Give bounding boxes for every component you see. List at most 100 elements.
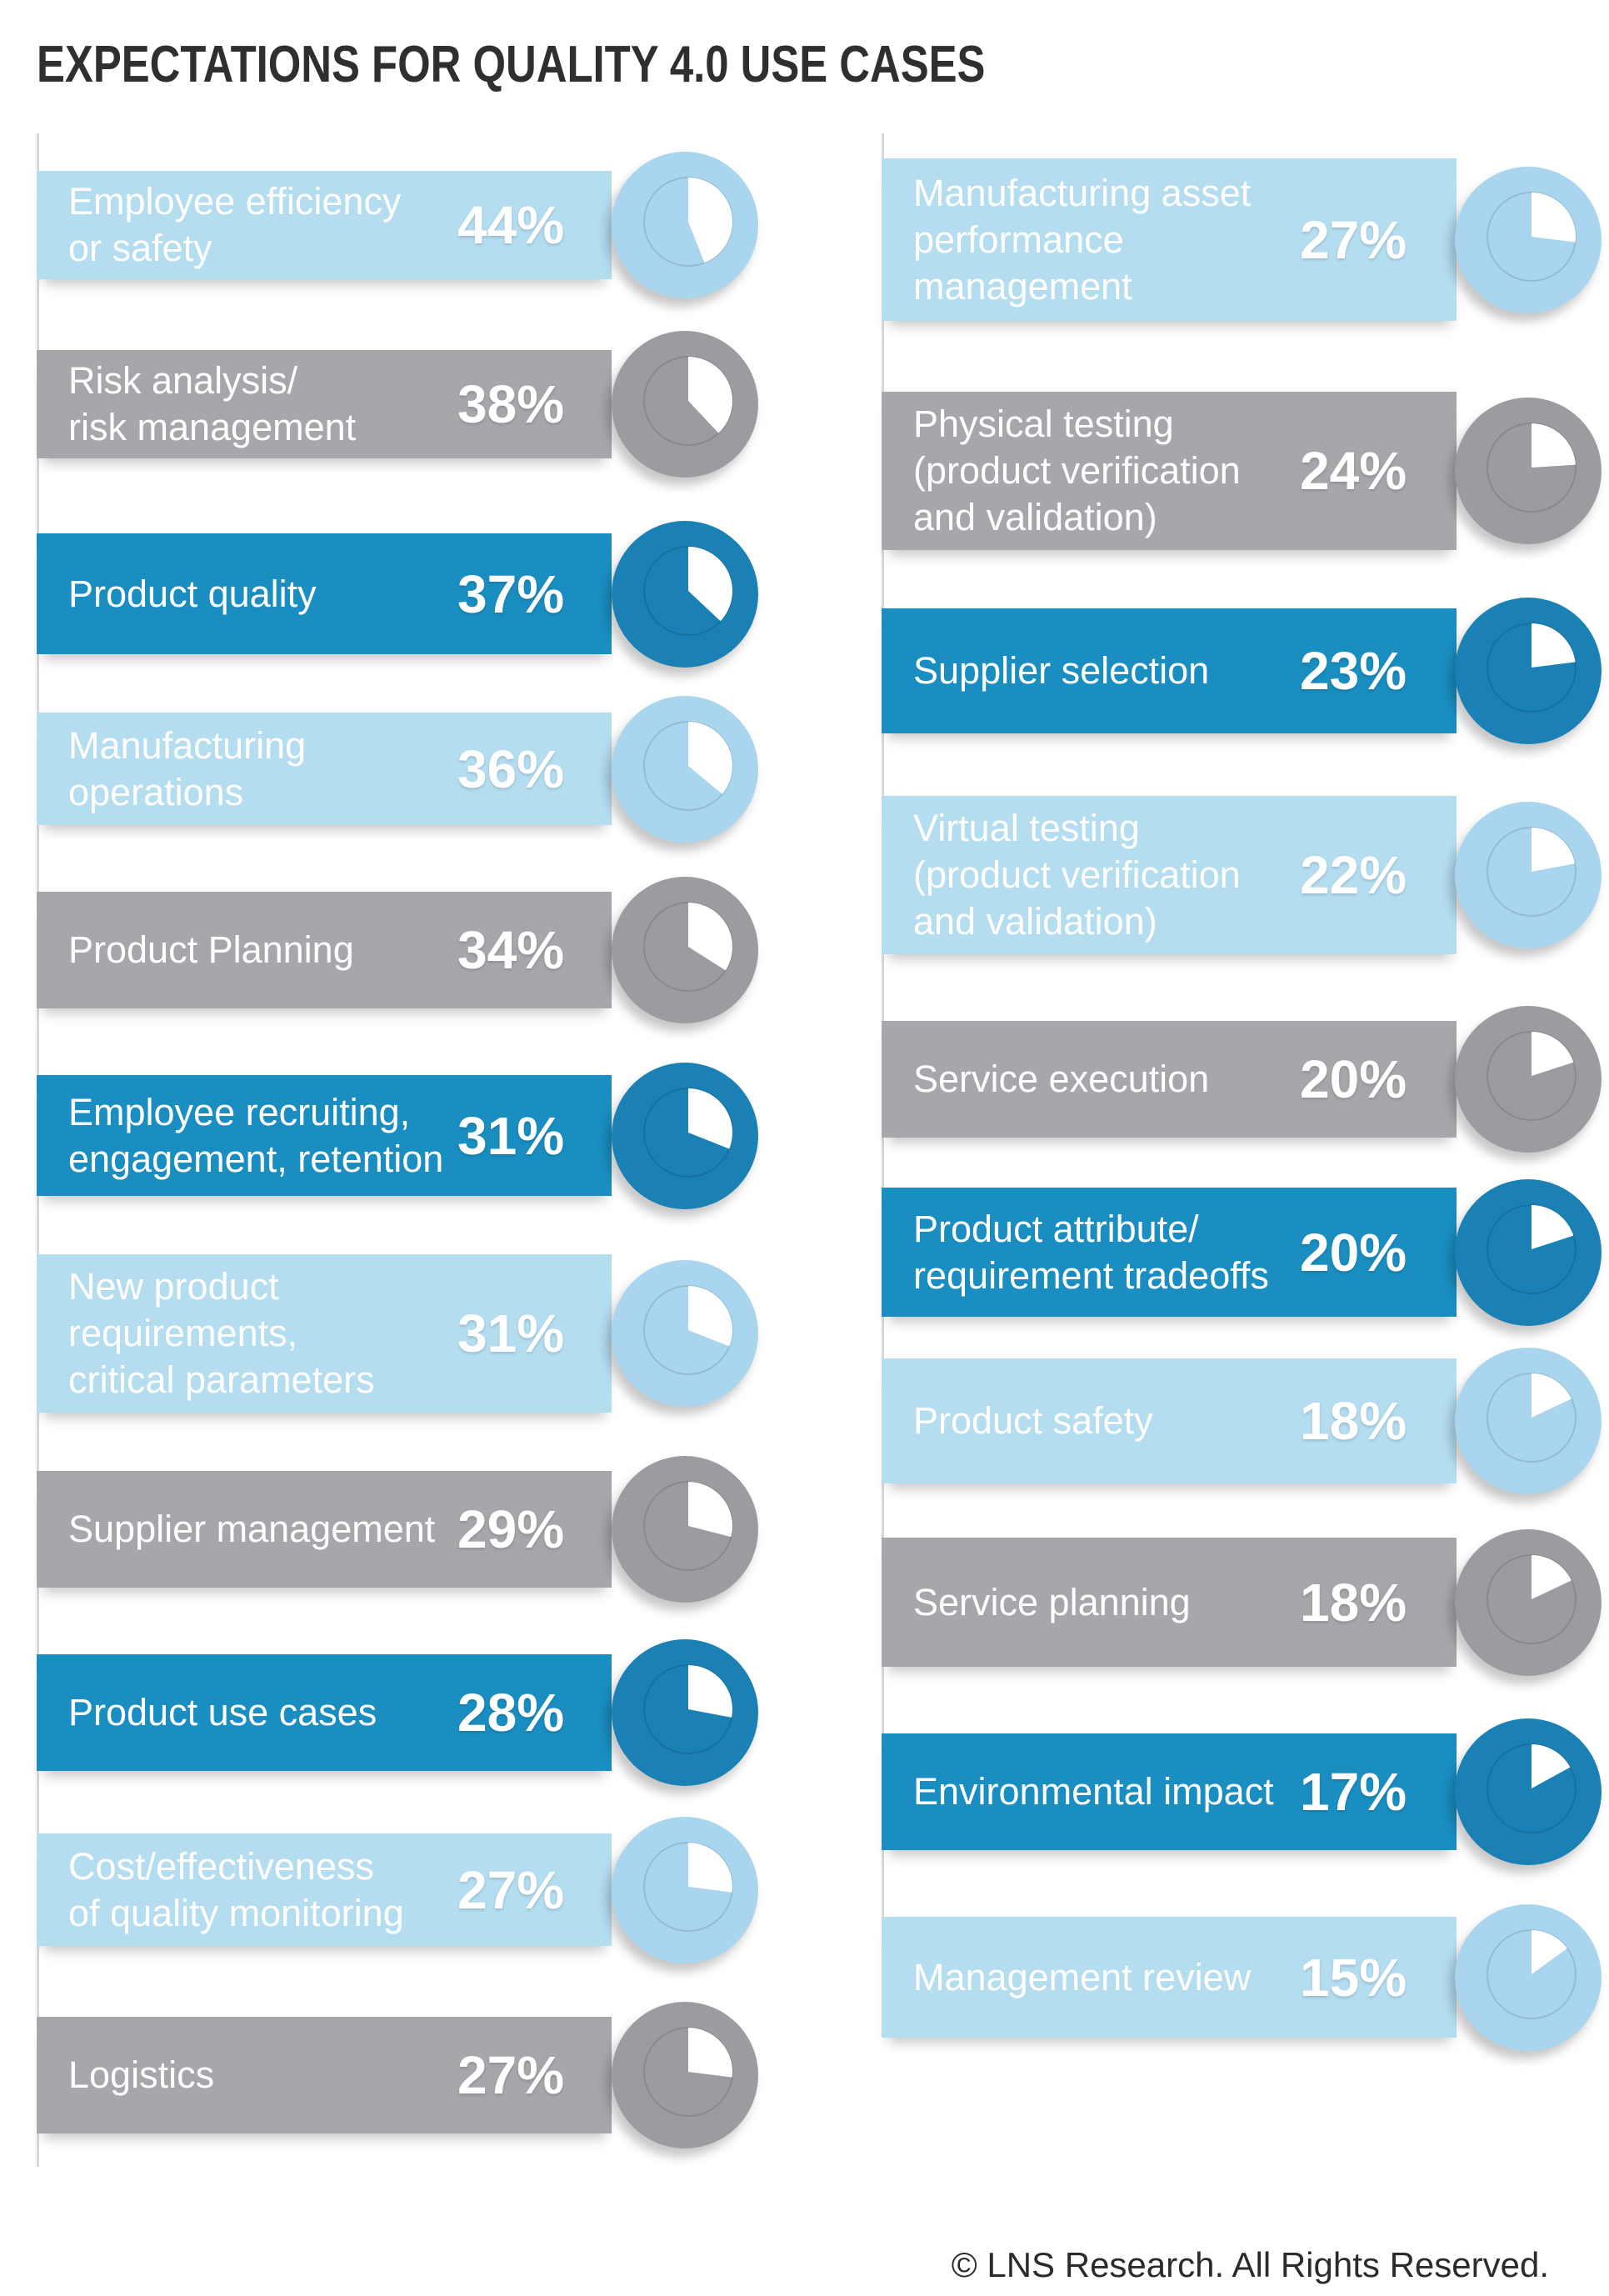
use-case-percent: 27% <box>1300 209 1407 270</box>
pie-slice-svg <box>1487 1373 1577 1463</box>
use-case-percent: 29% <box>457 1499 565 1559</box>
use-case-label: Virtual testing (product verification an… <box>913 807 1241 943</box>
use-case-band <box>882 392 1457 550</box>
use-case-item: Product safety 18% <box>882 1348 1605 1494</box>
use-case-band <box>882 796 1457 954</box>
pie-slice-svg <box>643 545 733 636</box>
pie-icon <box>612 1062 758 1209</box>
use-case-item: Employee recruiting, engagement, retenti… <box>37 1062 762 1209</box>
use-case-item: Management review 15% <box>882 1903 1605 2051</box>
chart-title: EXPECTATIONS FOR QUALITY 4.0 USE CASES <box>37 36 986 93</box>
use-case-percent: 20% <box>1300 1049 1407 1109</box>
pie-icon <box>612 152 758 298</box>
use-case-percent: 28% <box>457 1683 565 1743</box>
use-case-band <box>882 608 1457 733</box>
use-case-label: Service execution <box>913 1058 1210 1100</box>
pie-slice-svg <box>1487 191 1577 282</box>
use-case-band <box>37 171 612 279</box>
use-case-band <box>37 1833 612 1946</box>
use-case-label: Product safety <box>913 1399 1153 1442</box>
pie-slice <box>1532 1032 1574 1076</box>
use-case-percent: 31% <box>457 1105 565 1166</box>
use-case-item: New product requirements, critical param… <box>37 1254 762 1413</box>
use-case-item: Environmental impact 17% <box>882 1718 1605 1865</box>
pie-slice-svg <box>643 177 733 267</box>
pie-slice <box>688 357 732 433</box>
use-case-percent: 27% <box>457 2045 565 2105</box>
use-case-percent: 37% <box>457 563 565 624</box>
use-case-item: Employee efficiency or safety 44% <box>37 152 762 298</box>
pie-slice <box>688 2028 732 2078</box>
use-case-label: Service planning <box>913 1580 1191 1623</box>
pie-slice <box>1532 1554 1572 1599</box>
pie-slice <box>688 1088 732 1149</box>
use-case-percent: 22% <box>1300 845 1407 905</box>
use-case-band <box>37 533 612 654</box>
use-case-band <box>37 1471 612 1588</box>
use-case-label: Environmental impact <box>913 1770 1274 1813</box>
pie-slice-svg <box>1487 423 1577 513</box>
use-case-label: New product requirements, critical param… <box>68 1265 375 1401</box>
use-case-band <box>882 1733 1457 1850</box>
use-case-percent: 31% <box>457 1303 565 1363</box>
pie-slice-svg <box>1487 1743 1577 1833</box>
pie-slice <box>688 721 732 794</box>
use-case-label: Risk analysis/ risk management <box>68 359 357 448</box>
pie-icon <box>1455 166 1602 313</box>
use-case-item: Product Planning 34% <box>37 877 762 1023</box>
use-case-band <box>882 1021 1457 1138</box>
pie-slice <box>688 1665 732 1718</box>
use-case-item: Service planning 18% <box>882 1528 1605 1676</box>
pie-slice <box>688 903 732 971</box>
pie-slice-svg <box>643 720 733 811</box>
use-case-label: Product quality <box>68 572 317 615</box>
pie-slice <box>1532 1744 1571 1788</box>
pie-slice <box>688 546 732 621</box>
use-case-label: Employee efficiency or safety <box>68 180 402 269</box>
use-case-percent: 27% <box>457 1859 565 1920</box>
use-case-label: Employee recruiting, engagement, retenti… <box>68 1090 444 1180</box>
pie-slice <box>1532 1204 1574 1249</box>
pie-slice <box>1532 192 1576 243</box>
use-case-item: Supplier management 29% <box>37 1456 762 1603</box>
pie-slice <box>1532 1929 1567 1974</box>
pie-icon <box>612 1639 758 1786</box>
pie-slice-svg <box>1487 1928 1577 2019</box>
use-case-band <box>882 1538 1457 1667</box>
pie-icon <box>1455 398 1602 544</box>
pie-icon <box>1455 802 1602 948</box>
use-case-band <box>37 1075 612 1196</box>
pie-slice-svg <box>643 1087 733 1178</box>
pie-icon <box>612 520 758 668</box>
use-case-percent: 24% <box>1300 441 1407 501</box>
use-case-band <box>37 1254 612 1413</box>
pie-icon <box>612 695 758 843</box>
use-case-item: Risk analysis/ risk management 38% <box>37 331 762 478</box>
use-case-label: Manufacturing asset performance manageme… <box>913 171 1252 308</box>
pie-icon <box>1455 1006 1602 1153</box>
use-case-item: Logistics 27% <box>37 2002 762 2148</box>
use-case-item: Service execution 20% <box>882 1006 1605 1153</box>
use-case-band <box>37 350 612 458</box>
pie-slice-svg <box>643 902 733 992</box>
use-case-label: Supplier selection <box>913 649 1210 692</box>
pie-slice <box>688 178 732 263</box>
pie-icon <box>612 877 758 1023</box>
use-case-label: Logistics <box>68 2053 215 2096</box>
use-case-percent: 34% <box>457 920 565 980</box>
pie-slice-svg <box>1487 1553 1577 1644</box>
pie-icon <box>612 1816 758 1963</box>
pie-slice <box>688 1482 732 1538</box>
use-case-percent: 17% <box>1300 1762 1407 1822</box>
use-case-band <box>37 1654 612 1771</box>
pie-slice-svg <box>643 1481 733 1571</box>
pie-slice-svg <box>643 1841 733 1932</box>
use-case-percent: 18% <box>1300 1572 1407 1633</box>
use-case-label: Product attribute/ requirement tradeoffs <box>913 1207 1269 1297</box>
pie-icon <box>1455 1178 1602 1326</box>
use-case-band <box>882 1188 1457 1317</box>
pie-slice <box>688 1286 732 1347</box>
pie-slice-svg <box>643 1285 733 1375</box>
use-case-label: Manufacturing operations <box>68 723 307 813</box>
pie-slice-svg <box>1487 623 1577 713</box>
